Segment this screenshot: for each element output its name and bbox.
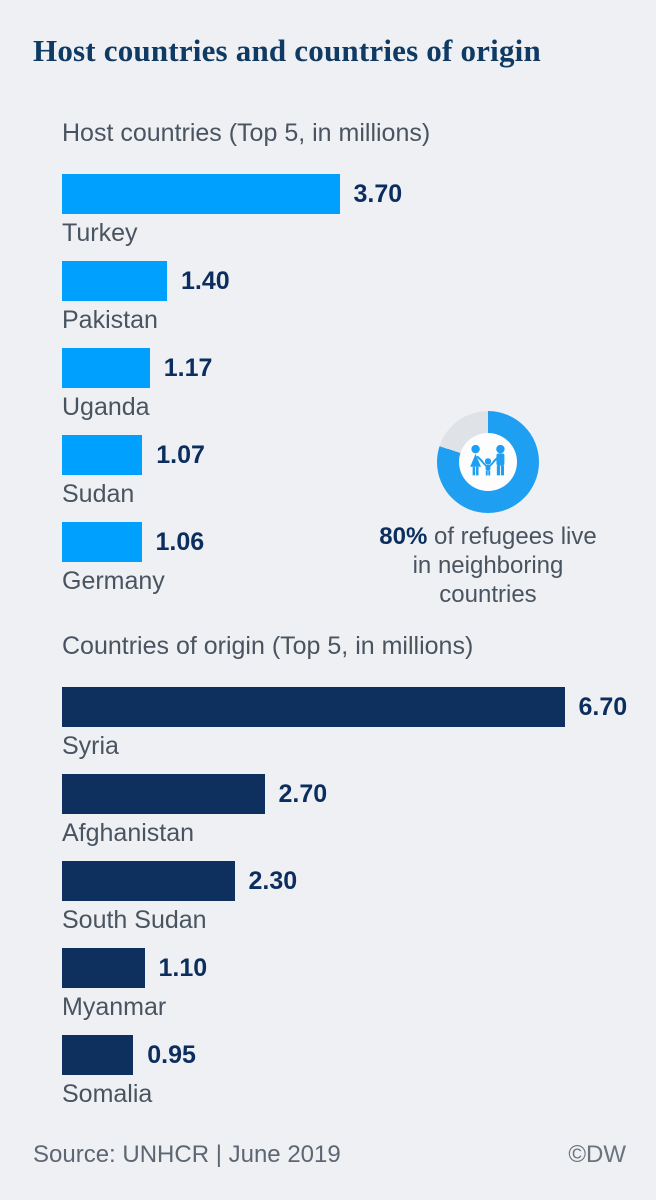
bar-line: 1.40 <box>62 261 430 301</box>
donut-caption-text: of refugees live in neighboring countrie… <box>412 523 597 608</box>
donut-caption-percent: 80% <box>379 523 428 550</box>
bar-line: 1.07 <box>62 435 430 475</box>
bar-line: 2.30 <box>62 861 627 901</box>
bar-line: 2.70 <box>62 774 627 814</box>
donut-chart <box>437 411 539 513</box>
category-label: Germany <box>62 567 165 595</box>
chart-subtitle-host: Host countries (Top 5, in millions) <box>62 119 431 147</box>
category-label: Syria <box>62 732 119 760</box>
category-label: Pakistan <box>62 306 158 334</box>
category-label: Myanmar <box>62 993 167 1021</box>
bar <box>62 948 145 988</box>
bar-row: 3.70 Turkey <box>62 174 430 247</box>
bar-row: 1.07 Sudan <box>62 435 430 508</box>
value-label: 2.70 <box>278 779 328 808</box>
footer: Source: UNHCR | June 2019 ©DW <box>33 1141 626 1169</box>
bar <box>62 261 167 301</box>
bar <box>62 522 142 562</box>
source-note: Source: UNHCR | June 2019 <box>33 1141 341 1168</box>
bar <box>62 774 265 814</box>
bar-line: 1.17 <box>62 348 430 388</box>
chart-subtitle-origin: Countries of origin (Top 5, in millions) <box>62 632 474 660</box>
neighboring-countries-callout: 80% of refugees live in neighboring coun… <box>368 411 608 609</box>
bar-row: 1.17 Uganda <box>62 348 430 421</box>
value-label: 1.10 <box>158 953 208 982</box>
bar-line: 1.10 <box>62 948 627 988</box>
value-label: 3.70 <box>353 179 403 208</box>
bar <box>62 174 340 214</box>
bar-row: 2.30 South Sudan <box>62 861 627 934</box>
category-label: Afghanistan <box>62 819 195 847</box>
bar-row: 1.10 Myanmar <box>62 948 627 1021</box>
value-label: 2.30 <box>248 866 298 895</box>
value-label: 1.06 <box>155 527 205 556</box>
value-label: 1.17 <box>163 353 213 382</box>
category-label: South Sudan <box>62 906 207 934</box>
host-countries-chart: Host countries (Top 5, in millions) 3.70… <box>62 118 430 609</box>
bar-line: 6.70 <box>62 687 627 727</box>
bar-row: 1.06 Germany <box>62 522 430 595</box>
bar <box>62 348 150 388</box>
page-title: Host countries and countries of origin <box>33 33 541 68</box>
bar-row: 1.40 Pakistan <box>62 261 430 334</box>
value-label: 1.40 <box>181 266 230 295</box>
bar-line: 1.06 <box>62 522 430 562</box>
category-label: Sudan <box>62 480 135 508</box>
bar-row: 6.70 Syria <box>62 687 627 760</box>
bar-line: 0.95 <box>62 1035 627 1075</box>
bar <box>62 687 565 727</box>
category-label: Uganda <box>62 393 150 421</box>
category-label: Somalia <box>62 1080 153 1108</box>
value-label: 6.70 <box>578 692 628 721</box>
bar <box>62 861 235 901</box>
bar-row: 0.95 Somalia <box>62 1035 627 1108</box>
bar-line: 3.70 <box>62 174 430 214</box>
countries-of-origin-bars: 6.70 Syria 2.70 Afghanistan 2.30 South Sudan 1… <box>62 687 627 1108</box>
value-label: 0.95 <box>147 1040 196 1069</box>
copyright-dw: ©DW <box>568 1141 626 1168</box>
host-countries-bars: 3.70 Turkey 1.40 Pakistan 1.17 Uganda 1.07 Suda… <box>62 174 430 595</box>
bar-row: 2.70 Afghanistan <box>62 774 627 847</box>
donut-hole <box>459 433 517 491</box>
bar <box>62 1035 134 1075</box>
donut-caption: 80% of refugees live in neighboring coun… <box>368 522 608 609</box>
family-icon <box>470 444 505 476</box>
category-label: Turkey <box>62 219 138 247</box>
value-label: 1.07 <box>156 440 205 469</box>
countries-of-origin-chart: Countries of origin (Top 5, in millions)… <box>62 631 627 1122</box>
bar <box>62 435 143 475</box>
